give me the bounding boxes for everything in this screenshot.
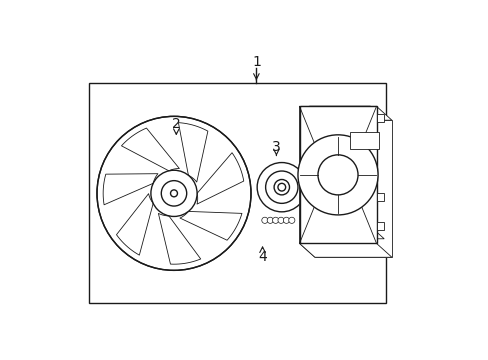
Circle shape (257, 163, 306, 212)
Polygon shape (116, 194, 153, 255)
Text: 3: 3 (271, 140, 280, 154)
Circle shape (277, 183, 285, 191)
Polygon shape (299, 243, 391, 257)
Bar (376, 222, 384, 230)
Polygon shape (308, 106, 369, 226)
Bar (376, 114, 384, 122)
Circle shape (97, 116, 250, 270)
Text: 1: 1 (251, 55, 260, 69)
Bar (376, 193, 384, 201)
Polygon shape (314, 120, 391, 257)
Circle shape (161, 181, 186, 206)
FancyBboxPatch shape (349, 132, 378, 149)
Bar (89, 83, 385, 303)
Polygon shape (299, 106, 314, 257)
Circle shape (170, 190, 177, 197)
Circle shape (151, 170, 197, 216)
Polygon shape (308, 106, 322, 239)
Circle shape (261, 217, 267, 223)
Polygon shape (178, 123, 207, 182)
Polygon shape (121, 128, 179, 171)
Polygon shape (158, 213, 200, 264)
Polygon shape (197, 153, 243, 204)
Circle shape (274, 180, 289, 195)
Circle shape (265, 171, 297, 203)
Polygon shape (308, 106, 384, 119)
Polygon shape (299, 106, 376, 243)
Text: 2: 2 (172, 117, 180, 131)
Circle shape (266, 217, 273, 223)
Circle shape (277, 217, 284, 223)
Text: 4: 4 (258, 250, 266, 264)
Polygon shape (299, 106, 391, 120)
Polygon shape (322, 119, 384, 239)
Polygon shape (103, 174, 158, 205)
Polygon shape (306, 183, 323, 191)
Circle shape (288, 217, 294, 223)
Circle shape (297, 135, 377, 215)
Circle shape (283, 217, 289, 223)
Circle shape (317, 155, 357, 195)
Circle shape (272, 217, 278, 223)
Polygon shape (180, 211, 242, 240)
Polygon shape (308, 226, 384, 239)
